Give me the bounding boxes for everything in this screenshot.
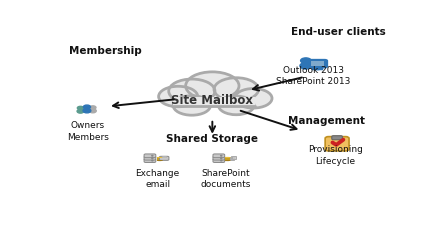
Text: Exchange
email: Exchange email bbox=[135, 168, 180, 188]
Circle shape bbox=[214, 78, 258, 102]
Circle shape bbox=[169, 80, 215, 104]
Bar bbox=[162, 156, 166, 158]
Text: SharePoint
documents: SharePoint documents bbox=[201, 168, 251, 188]
FancyBboxPatch shape bbox=[159, 157, 169, 161]
Circle shape bbox=[159, 87, 198, 107]
FancyBboxPatch shape bbox=[213, 159, 225, 163]
FancyBboxPatch shape bbox=[325, 137, 349, 151]
Circle shape bbox=[90, 106, 96, 110]
Circle shape bbox=[220, 158, 222, 159]
Ellipse shape bbox=[77, 110, 84, 114]
Text: Provisioning
Lifecycle: Provisioning Lifecycle bbox=[308, 145, 363, 165]
Ellipse shape bbox=[157, 157, 163, 158]
Bar bbox=[157, 158, 163, 161]
FancyBboxPatch shape bbox=[230, 157, 235, 160]
Text: Site Mailbox: Site Mailbox bbox=[172, 93, 253, 106]
Bar bbox=[173, 97, 255, 107]
FancyBboxPatch shape bbox=[232, 156, 236, 159]
Circle shape bbox=[218, 97, 254, 115]
Text: Outlook 2013
SharePoint 2013: Outlook 2013 SharePoint 2013 bbox=[276, 66, 350, 86]
FancyBboxPatch shape bbox=[144, 157, 156, 160]
FancyBboxPatch shape bbox=[213, 157, 225, 160]
Bar bbox=[172, 98, 257, 109]
Text: End-user clients: End-user clients bbox=[291, 27, 386, 37]
FancyBboxPatch shape bbox=[144, 154, 156, 158]
Circle shape bbox=[301, 59, 311, 64]
Text: Membership: Membership bbox=[69, 46, 142, 56]
Circle shape bbox=[186, 73, 239, 100]
FancyBboxPatch shape bbox=[213, 154, 225, 158]
FancyBboxPatch shape bbox=[306, 60, 328, 69]
FancyBboxPatch shape bbox=[332, 136, 342, 140]
Circle shape bbox=[77, 107, 83, 110]
Ellipse shape bbox=[224, 157, 231, 158]
Ellipse shape bbox=[300, 63, 312, 70]
Ellipse shape bbox=[157, 160, 163, 161]
Ellipse shape bbox=[224, 160, 231, 161]
Circle shape bbox=[83, 106, 90, 109]
Bar bbox=[224, 158, 231, 161]
FancyBboxPatch shape bbox=[144, 159, 156, 163]
Circle shape bbox=[235, 89, 272, 109]
Text: Management: Management bbox=[288, 115, 365, 125]
Ellipse shape bbox=[90, 109, 96, 113]
FancyBboxPatch shape bbox=[311, 62, 324, 67]
Ellipse shape bbox=[83, 109, 91, 113]
Circle shape bbox=[152, 158, 153, 159]
FancyBboxPatch shape bbox=[231, 157, 235, 160]
Text: Shared Storage: Shared Storage bbox=[166, 133, 258, 143]
Text: Owners
Members: Owners Members bbox=[67, 121, 108, 141]
Circle shape bbox=[173, 96, 210, 116]
